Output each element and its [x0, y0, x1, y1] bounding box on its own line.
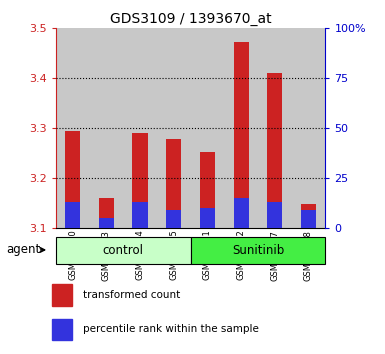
- Bar: [157, 28, 191, 228]
- Bar: [292, 28, 325, 228]
- Bar: [224, 28, 258, 228]
- Text: transformed count: transformed count: [82, 290, 180, 300]
- Bar: [56, 28, 89, 228]
- Bar: [166, 210, 181, 228]
- Text: agent: agent: [7, 244, 41, 256]
- Bar: [99, 218, 114, 228]
- Bar: [99, 198, 114, 228]
- Bar: [65, 202, 80, 228]
- Bar: [191, 237, 325, 264]
- Bar: [132, 133, 147, 228]
- Bar: [65, 131, 80, 228]
- Bar: [258, 28, 292, 228]
- Bar: [301, 204, 316, 228]
- Bar: [56, 237, 191, 264]
- Bar: [132, 202, 147, 228]
- Bar: [301, 210, 316, 228]
- Text: control: control: [103, 244, 144, 257]
- Bar: [267, 73, 282, 228]
- Text: Sunitinib: Sunitinib: [232, 244, 284, 257]
- Bar: [52, 284, 72, 306]
- Bar: [123, 28, 157, 228]
- Bar: [200, 209, 215, 228]
- Bar: [191, 28, 224, 228]
- Bar: [234, 198, 249, 228]
- Bar: [267, 202, 282, 228]
- Bar: [52, 319, 72, 340]
- Text: percentile rank within the sample: percentile rank within the sample: [82, 324, 258, 335]
- Bar: [200, 152, 215, 228]
- Bar: [89, 28, 123, 228]
- Title: GDS3109 / 1393670_at: GDS3109 / 1393670_at: [110, 12, 271, 26]
- Bar: [166, 139, 181, 228]
- Bar: [234, 42, 249, 228]
